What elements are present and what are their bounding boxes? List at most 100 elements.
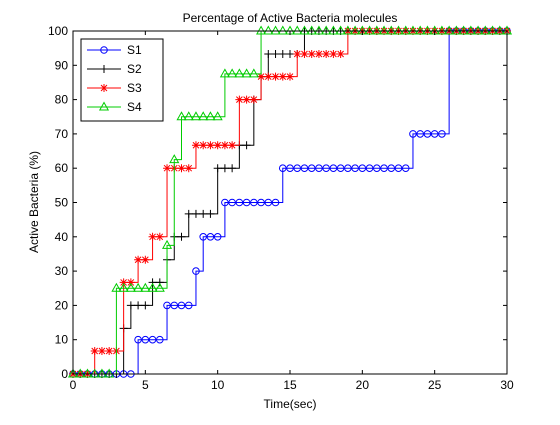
- y-axis-label: Active Bacteria (%): [27, 151, 41, 253]
- point-s3: [141, 255, 150, 264]
- x-tick-label: 5: [142, 378, 149, 392]
- point-s4: [256, 25, 267, 35]
- point-s4: [212, 111, 223, 121]
- point-s1: [170, 301, 179, 310]
- point-s3: [314, 49, 323, 58]
- point-s3: [105, 347, 114, 356]
- point-s4: [205, 111, 216, 121]
- point-s3: [126, 278, 135, 287]
- point-s1: [242, 198, 251, 207]
- point-s2: [126, 301, 135, 310]
- point-s4: [111, 282, 122, 292]
- y-tick-label: 40: [55, 230, 69, 244]
- point-s4: [436, 25, 447, 35]
- point-s3: [329, 49, 338, 58]
- point-s4: [227, 68, 238, 78]
- point-s4: [364, 25, 375, 35]
- point-s4: [465, 25, 476, 35]
- x-tick-label: 0: [70, 378, 77, 392]
- point-s1: [264, 198, 273, 207]
- point-s1: [278, 164, 287, 172]
- point-s4: [451, 25, 462, 35]
- point-s1: [163, 301, 171, 310]
- point-s4: [270, 25, 281, 35]
- point-s4: [480, 25, 491, 35]
- point-s4: [82, 368, 93, 378]
- point-s4: [248, 68, 259, 78]
- y-tick-label: 80: [55, 93, 69, 107]
- legend: S1 S2 S3 S4: [80, 38, 164, 122]
- legend-box: [80, 38, 164, 122]
- point-s1: [373, 164, 381, 172]
- point-s1: [213, 233, 222, 241]
- legend-label-s2: S2: [127, 62, 142, 76]
- legend-label-s1: S1: [127, 43, 142, 57]
- point-s4: [198, 111, 209, 121]
- y-tick-label: 100: [48, 24, 68, 38]
- point-s4: [234, 68, 245, 78]
- point-s1: [401, 164, 410, 172]
- point-s3: [148, 232, 157, 241]
- point-s2: [155, 278, 164, 287]
- point-s1: [177, 301, 186, 310]
- point-s2: [148, 278, 157, 287]
- point-s4: [292, 25, 303, 35]
- point-s1: [322, 164, 330, 172]
- point-s1: [257, 198, 265, 207]
- x-tick-label: 20: [356, 378, 370, 392]
- point-s4: [335, 25, 346, 35]
- point-s1: [206, 233, 215, 241]
- point-s3: [300, 49, 309, 58]
- point-s1: [293, 164, 302, 172]
- point-s1: [416, 130, 425, 138]
- point-s1: [156, 335, 164, 344]
- point-s1: [315, 164, 323, 172]
- point-s1: [358, 164, 367, 172]
- point-s2: [134, 301, 143, 310]
- point-s3: [163, 164, 172, 173]
- point-s2: [184, 209, 193, 218]
- point-s4: [328, 25, 339, 35]
- point-s2: [271, 49, 280, 58]
- point-s1: [430, 130, 439, 138]
- point-s2: [264, 49, 273, 58]
- point-s4: [407, 25, 419, 35]
- point-s2: [213, 164, 222, 173]
- point-s4: [125, 282, 136, 292]
- point-s2: [278, 49, 287, 58]
- point-s4: [118, 282, 129, 292]
- point-s4: [321, 25, 332, 35]
- y-tick-label: 70: [55, 127, 69, 141]
- point-s4: [161, 239, 173, 249]
- point-s4: [104, 368, 115, 378]
- point-s4: [147, 282, 158, 292]
- point-s1: [192, 267, 200, 275]
- point-s1: [286, 164, 294, 172]
- point-s4: [342, 25, 353, 35]
- y-tick-label: 90: [55, 58, 69, 72]
- x-tick-label: 30: [500, 378, 514, 392]
- series-line-s1: [73, 30, 507, 375]
- point-s4: [422, 25, 433, 35]
- point-s2: [242, 141, 251, 150]
- point-s1: [380, 164, 388, 172]
- point-s2: [228, 164, 237, 173]
- point-s4: [371, 25, 382, 35]
- point-s2: [191, 209, 200, 218]
- point-s1: [221, 198, 229, 207]
- point-s3: [293, 49, 302, 58]
- y-tick-label: 0: [61, 367, 68, 381]
- point-s1: [344, 164, 352, 172]
- legend-marker-s3: [100, 84, 108, 92]
- point-s3: [235, 95, 244, 104]
- point-s1: [409, 130, 417, 138]
- point-s3: [322, 49, 331, 58]
- point-s1: [148, 335, 157, 344]
- point-s4: [400, 25, 411, 35]
- point-s3: [119, 278, 128, 287]
- point-s3: [336, 49, 345, 58]
- point-s3: [286, 72, 294, 81]
- point-s3: [220, 141, 229, 150]
- point-s1: [235, 198, 244, 207]
